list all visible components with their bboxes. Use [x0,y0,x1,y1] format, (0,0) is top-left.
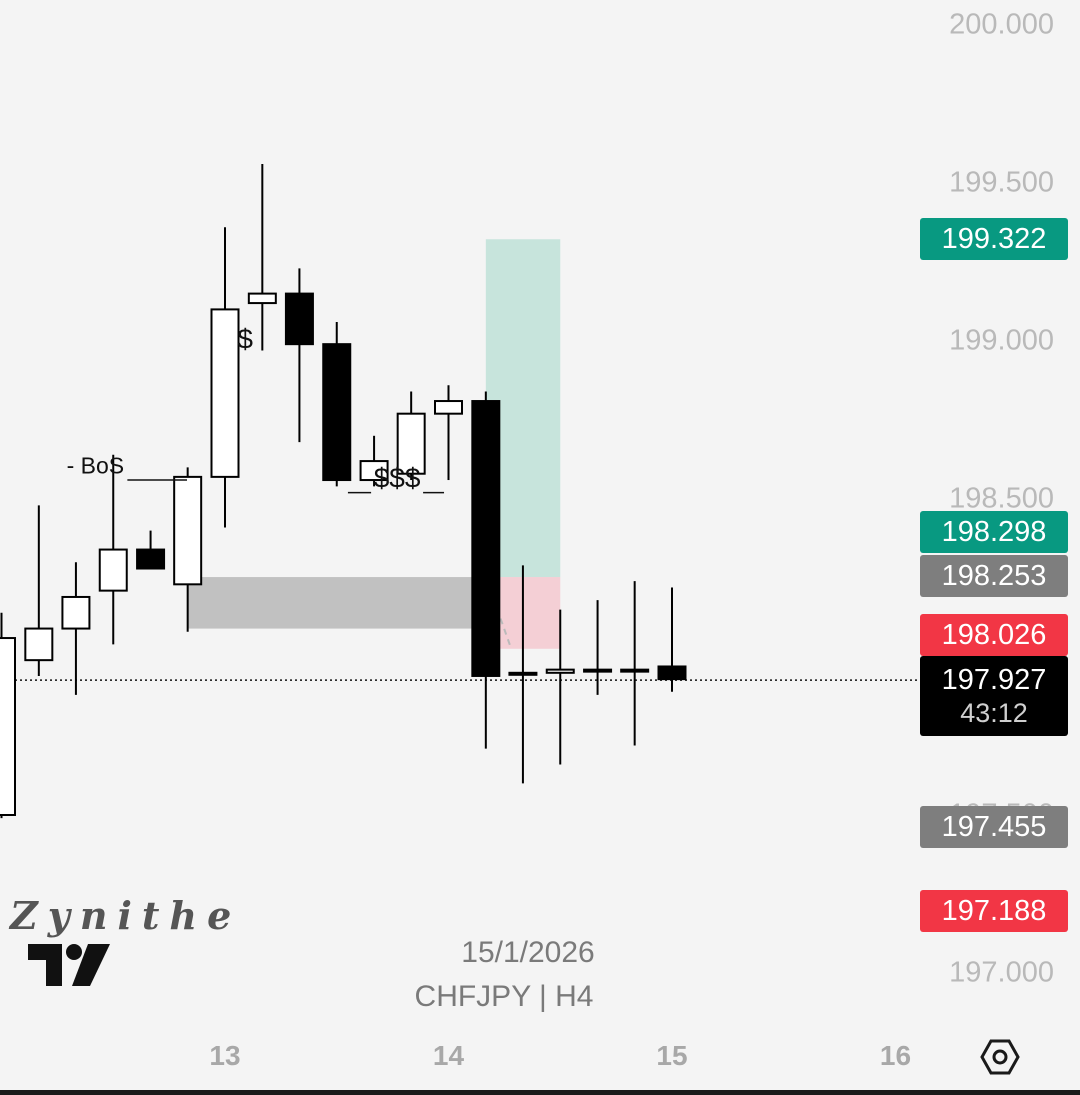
demand-zone [187,577,486,629]
candle-body-11 [396,412,426,475]
low-grey-price-badge: 197.455 [920,806,1068,848]
price-tick-200000: 200.000 [949,8,1054,41]
candle-body-12 [434,400,463,415]
price-tick-199000: 199.000 [949,324,1054,357]
take-profit-price-badge: 199.322 [920,218,1068,260]
current-price-badge: 197.927 43:12 [920,656,1068,736]
candle-body-17 [620,668,650,673]
candle-body-4 [136,548,166,570]
low-red-price-badge: 197.188 [920,890,1068,932]
candle-body-1 [24,627,54,662]
candle-body-0 [0,637,16,816]
price-tick-198500: 198.500 [949,482,1054,515]
annotation-label-0: - BoS [67,452,125,478]
candle-body-18 [657,665,687,681]
candle-body-15 [545,668,575,674]
candle-body-3 [98,548,128,592]
tradingview-logo-icon [28,944,110,991]
candle-body-14 [508,671,538,676]
candle-body-9 [322,343,352,482]
candle-body-7 [247,292,277,305]
bottom-divider [0,1090,1080,1095]
time-tick-15: 15 [656,1040,688,1071]
current-price-value: 197.927 [941,664,1047,696]
candle-body-10 [359,460,389,482]
time-tick-14: 14 [432,1040,465,1071]
candle-body-16 [583,668,613,673]
annotation-label-2: $$$ [374,462,421,493]
entry-high-price-badge: 198.298 [920,511,1068,553]
candle-body-8 [284,292,314,346]
candle-body-5 [173,475,203,586]
candle-countdown-timer: 43:12 [960,698,1028,728]
candle-body-13 [471,400,501,677]
time-tick-16: 16 [879,1040,912,1071]
watermark-text: Zynithe [10,893,242,938]
stop-loss-price-badge: 198.026 [920,614,1068,656]
time-tick-13: 13 [209,1040,241,1071]
price-tick-199500: 199.500 [949,166,1054,199]
price-tick-197000: 197.000 [949,956,1054,989]
symbol-timeframe-label: CHFJPY | H4 [414,980,594,1013]
annotation-label-1: $ [237,323,253,354]
candle-body-6 [210,308,240,478]
candle-body-2 [61,595,91,630]
settings-icon[interactable] [980,1038,1020,1076]
entry-price-badge: 198.253 [920,555,1068,597]
chart-date-label: 15/1/2026 [461,936,595,969]
